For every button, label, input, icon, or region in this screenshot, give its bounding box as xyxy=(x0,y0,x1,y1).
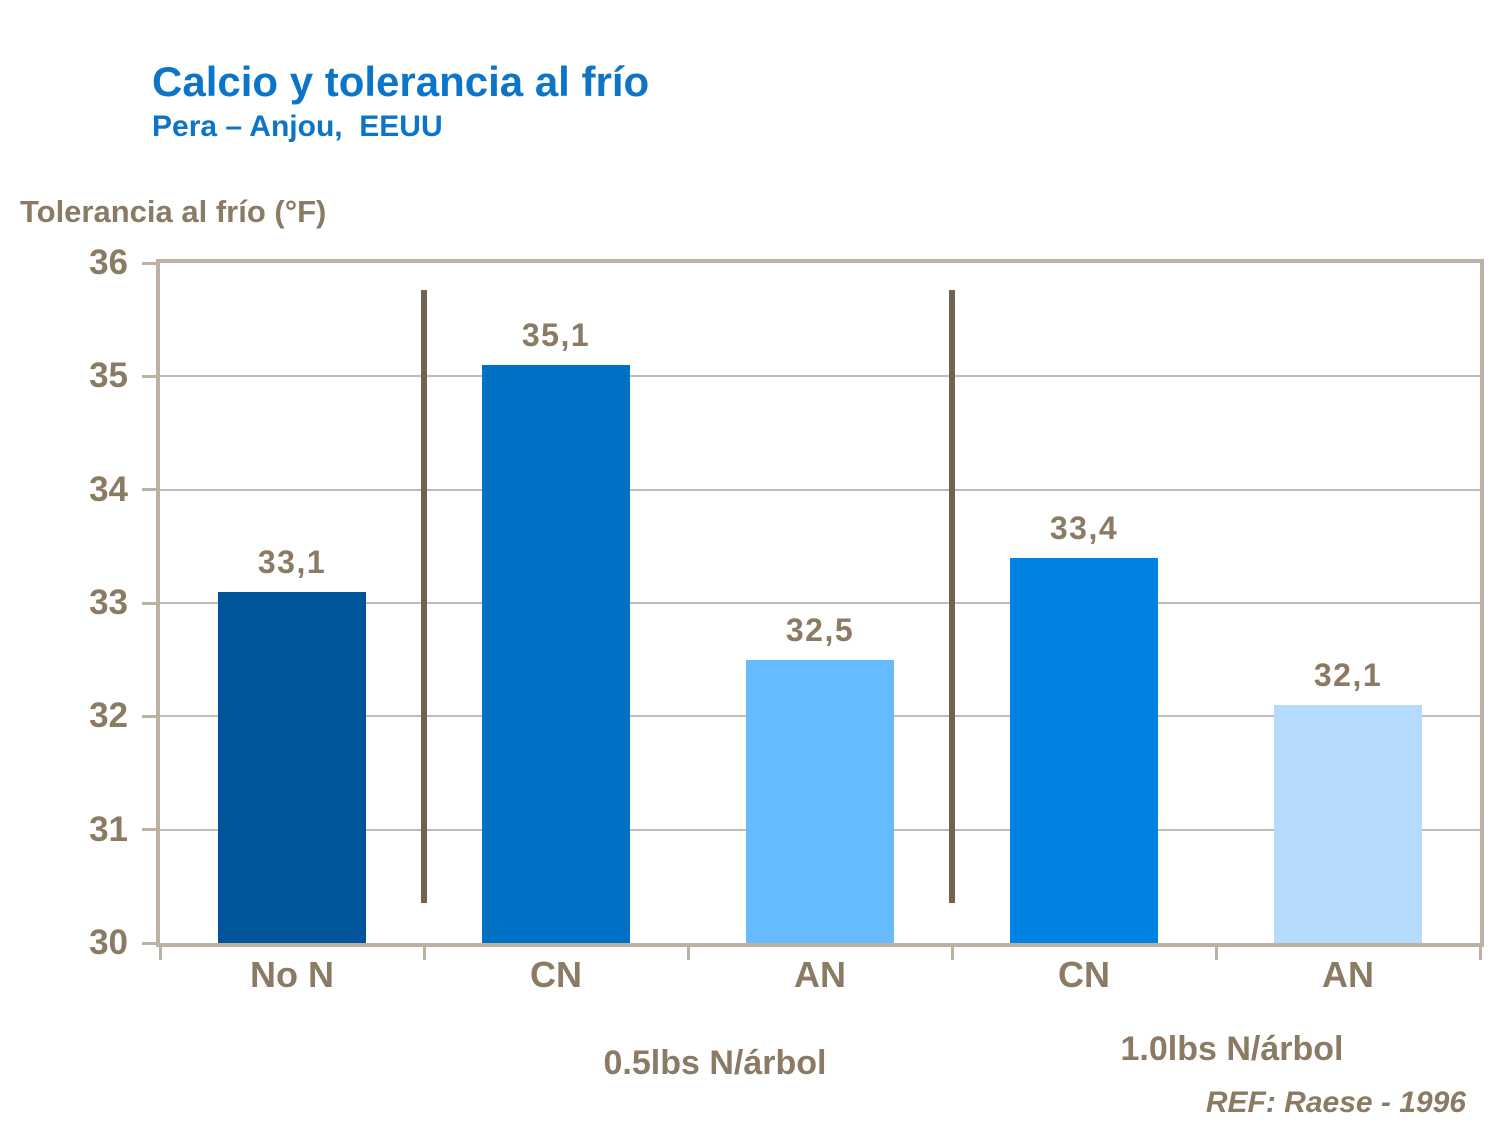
y-tick-mark xyxy=(142,601,157,605)
category-label: AN xyxy=(794,954,846,995)
y-axis-tick-label: 33 xyxy=(89,583,128,622)
x-tick-mark xyxy=(422,947,426,960)
y-axis-tick-label: 30 xyxy=(89,923,128,962)
bar-value-label: 32,5 xyxy=(785,611,855,648)
chart-title: Calcio y tolerancia al frío xyxy=(152,58,650,105)
y-tick-mark xyxy=(142,714,157,718)
bar-cn xyxy=(482,365,630,943)
y-tick-mark xyxy=(142,374,157,378)
y-tick-mark xyxy=(142,828,157,832)
bar-an xyxy=(746,659,894,943)
group-label-1-0lbs: 1.0lbs N/árbol xyxy=(1120,1030,1344,1068)
plot-inner: 33,1 No N 35,1 CN 32,5 AN 33,4 CN 32,1 AN xyxy=(142,261,1482,995)
chart-subtitle: Pera – Anjou, EEUU xyxy=(152,110,443,143)
group-divider-line xyxy=(421,290,427,903)
bar-an xyxy=(1274,705,1422,943)
gridline xyxy=(160,375,1480,378)
y-axis-labels: 30 31 32 33 34 35 36 xyxy=(24,243,128,962)
x-tick-mark xyxy=(950,947,954,960)
bar-value-label: 35,1 xyxy=(521,317,591,353)
y-axis-tick-label: 31 xyxy=(89,809,128,849)
bar-no-n xyxy=(218,591,366,943)
y-axis-tick-label: 34 xyxy=(89,469,128,509)
group-divider-line xyxy=(949,290,955,903)
x-tick-mark xyxy=(158,947,162,960)
x-tick-mark xyxy=(1214,947,1218,960)
group-label-0-5lbs: 0.5lbs N/árbol xyxy=(603,1044,827,1082)
bar-value-label: 33,1 xyxy=(257,543,327,580)
y-tick-mark xyxy=(142,488,157,492)
x-tick-mark xyxy=(1478,947,1482,960)
bar-cn xyxy=(1010,557,1158,943)
y-axis-title: Tolerancia al frío (°F) xyxy=(20,194,327,229)
gridline xyxy=(160,488,1480,491)
category-label: AN xyxy=(1322,954,1374,995)
y-axis-tick-label: 35 xyxy=(89,356,128,396)
y-tick-mark xyxy=(142,261,157,265)
y-tick-mark xyxy=(142,941,157,945)
bar-value-label: 33,4 xyxy=(1049,509,1119,546)
y-axis-tick-label: 36 xyxy=(89,243,128,282)
category-label: CN xyxy=(530,954,582,995)
bar-value-label: 32,1 xyxy=(1313,657,1383,693)
gridline xyxy=(160,602,1480,604)
category-label: CN xyxy=(1058,954,1110,995)
category-label: No N xyxy=(250,954,334,995)
plot-area: 33,1 No N 35,1 CN 32,5 AN 33,4 CN 32,1 AN xyxy=(142,259,1484,995)
x-tick-mark xyxy=(686,947,690,960)
reference-note: REF: Raese - 1996 xyxy=(1205,1086,1466,1119)
y-axis-tick-label: 32 xyxy=(89,696,128,736)
